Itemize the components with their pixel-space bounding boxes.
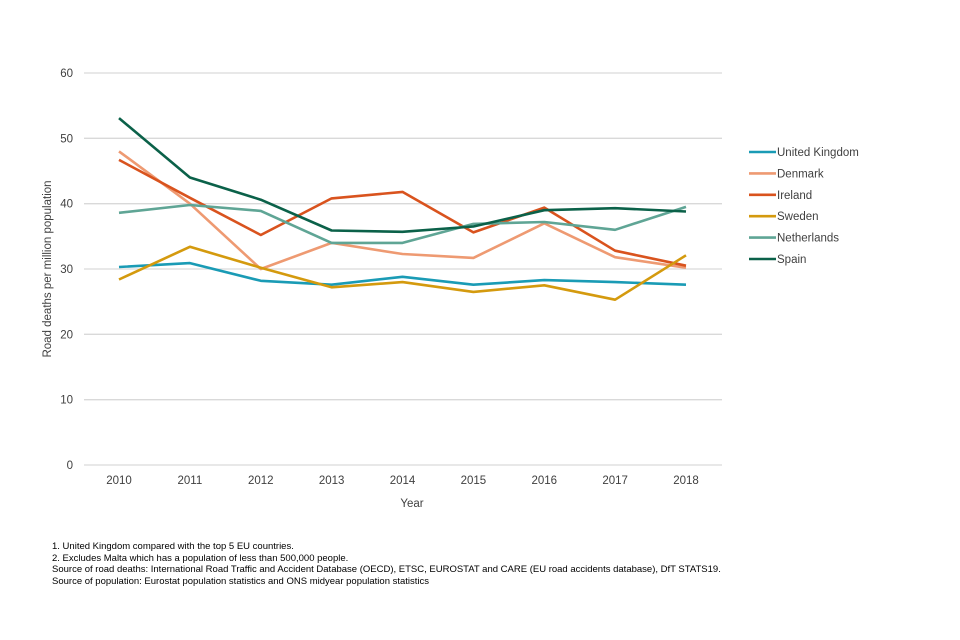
- series-line-sweden: [118, 245, 687, 302]
- y-tick-label: 0: [67, 460, 73, 472]
- x-axis-title: Year: [400, 498, 423, 510]
- legend-item-spain: Spain: [749, 254, 806, 266]
- y-axis-ticks: 0 10 20 30 40 50 60: [60, 68, 73, 472]
- series-line-netherlands: [118, 203, 687, 245]
- x-tick-label: 2018: [673, 475, 699, 487]
- legend-label: Spain: [777, 254, 806, 266]
- legend-item-ireland: Ireland: [749, 190, 812, 202]
- x-axis-ticks: 2010 2011 2012 2013 2014 2015 2016 2017 2018: [106, 475, 699, 487]
- source-population: Source of population: Eurostat populatio…: [52, 575, 430, 587]
- y-tick-label: 20: [60, 329, 73, 341]
- source-road-deaths: Source of road deaths: International Roa…: [52, 564, 721, 575]
- x-tick-label: 2017: [602, 475, 628, 487]
- footnotes: 1. United Kingdom compared with the top …: [52, 541, 721, 587]
- legend-label: Ireland: [777, 190, 812, 202]
- x-tick-label: 2013: [319, 475, 345, 487]
- x-tick-label: 2015: [461, 475, 487, 487]
- x-tick-label: 2012: [248, 475, 274, 487]
- legend-item-sweden: Sweden: [749, 211, 819, 223]
- y-tick-label: 30: [60, 264, 73, 276]
- x-tick-label: 2016: [531, 475, 557, 487]
- x-tick-label: 2014: [390, 475, 416, 487]
- legend-label: Denmark: [777, 168, 824, 180]
- series-line-ireland: [118, 158, 687, 267]
- legend-item-netherlands: Netherlands: [749, 233, 839, 245]
- y-tick-label: 10: [60, 395, 73, 407]
- y-tick-label: 60: [60, 68, 73, 80]
- legend-label: United Kingdom: [777, 147, 859, 159]
- legend-label: Sweden: [777, 211, 819, 223]
- series-lines: [118, 117, 687, 302]
- legend-item-denmark: Denmark: [749, 168, 824, 180]
- y-tick-label: 50: [60, 133, 73, 145]
- gridlines: [84, 72, 722, 466]
- y-axis-title: Road deaths per million population: [42, 180, 54, 357]
- footnote-1: 1. United Kingdom compared with the top …: [52, 541, 294, 552]
- legend-label: Netherlands: [777, 233, 839, 245]
- series-line-united-kingdom: [118, 261, 687, 287]
- series-line-spain: [118, 117, 687, 234]
- footnote-2: 2. Excludes Malta which has a population…: [52, 552, 349, 564]
- legend: United Kingdom Denmark Ireland Sweden Nether…: [749, 147, 859, 266]
- x-tick-label: 2010: [106, 475, 132, 487]
- series-line-denmark: [118, 150, 687, 271]
- y-tick-label: 40: [60, 199, 73, 211]
- x-tick-label: 2011: [178, 475, 203, 487]
- legend-item-united-kingdom: United Kingdom: [749, 147, 859, 159]
